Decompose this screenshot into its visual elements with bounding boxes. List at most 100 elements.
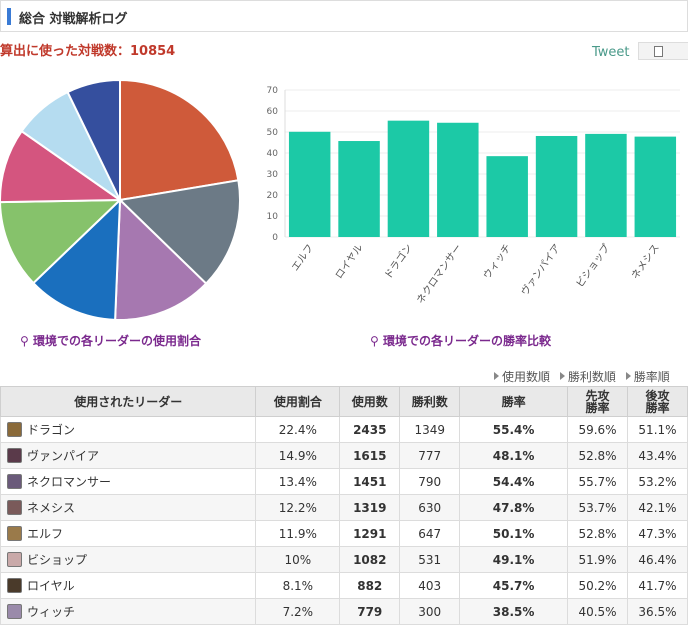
leader-avatar <box>7 422 22 437</box>
first-rate-cell: 51.9% <box>567 546 628 573</box>
leader-name: ドラゴン <box>27 423 76 437</box>
sort-by-rate[interactable]: 勝率順 <box>625 370 670 384</box>
wins-cell: 1349 <box>399 416 461 443</box>
triangle-right-icon <box>559 372 565 380</box>
wins-cell: 300 <box>399 598 461 625</box>
x-tick-label: ネクロマンサー <box>414 242 464 306</box>
x-tick-label: ロイヤル <box>334 242 366 281</box>
share-cell: 11.9% <box>255 520 341 547</box>
triangle-right-icon <box>625 372 631 380</box>
leader-name: ロイヤル <box>27 579 75 593</box>
col-leader: 使用されたリーダー <box>0 386 257 417</box>
bar-1 <box>338 141 380 237</box>
share-cell: 12.2% <box>255 494 341 521</box>
wins-cell: 647 <box>399 520 461 547</box>
table-row: ビショップ 10% 1082 531 49.1% 51.9% 46.4% <box>0 546 688 573</box>
sort-by-uses[interactable]: 使用数順 <box>494 370 550 384</box>
share-cell: 14.9% <box>255 442 341 469</box>
bar-0 <box>288 131 331 237</box>
first-rate-cell: 59.6% <box>567 416 628 443</box>
sort-by-wins[interactable]: 勝利数順 <box>559 370 616 384</box>
y-tick-label: 30 <box>267 170 279 180</box>
leader-name: ヴァンパイア <box>27 449 100 463</box>
y-tick-label: 60 <box>267 107 279 117</box>
rate-cell: 54.4% <box>459 468 569 495</box>
table-row: エルフ 11.9% 1291 647 50.1% 52.8% 47.3% <box>0 520 688 547</box>
y-tick-label: 0 <box>272 233 278 243</box>
leader-avatar <box>7 578 22 593</box>
col-share: 使用割合 <box>255 386 341 417</box>
col-second-rate: 後攻勝率 <box>626 386 688 417</box>
bar-6 <box>585 133 627 237</box>
table-row: ウィッチ 7.2% 779 300 38.5% 40.5% 36.5% <box>0 598 688 625</box>
share-cell: 13.4% <box>255 468 341 495</box>
share-cell: 10% <box>255 546 341 573</box>
uses-cell: 2435 <box>339 416 401 443</box>
pie-slice-7 <box>66 78 121 201</box>
wins-cell: 790 <box>399 468 461 495</box>
leader-cell: エルフ <box>0 520 257 547</box>
table-row: ドラゴン 22.4% 2435 1349 55.4% 59.6% 51.1% <box>0 416 688 443</box>
rate-cell: 47.8% <box>459 494 569 521</box>
pie-slice-4 <box>0 198 123 285</box>
rate-cell: 55.4% <box>459 416 569 443</box>
y-tick-label: 20 <box>267 191 279 201</box>
pie-slice-1 <box>117 179 241 285</box>
col-first-rate: 先攻勝率 <box>567 386 628 417</box>
leader-avatar <box>7 500 22 515</box>
wins-cell: 531 <box>399 546 461 573</box>
share-cell: 8.1% <box>255 572 341 599</box>
second-rate-cell: 53.2% <box>626 468 688 495</box>
leader-cell: ネクロマンサー <box>0 468 257 495</box>
tweet-link[interactable]: Tweet <box>592 45 630 60</box>
pie-slice-3 <box>31 197 122 321</box>
bar-chart: 0 10 20 30 40 50 60 70 エルフ ロイヤル ドラゴン ネクロマンサー ウィッチ ヴァン… <box>267 86 680 306</box>
x-tick-label: ヴァンパイア <box>518 241 563 298</box>
uses-cell: 1451 <box>339 468 401 495</box>
table-row: ヴァンパイア 14.9% 1615 777 48.1% 52.8% 43.4% <box>0 442 688 469</box>
x-tick-label: ドラゴン <box>381 241 415 281</box>
pie-chart <box>0 78 241 321</box>
y-tick-label: 50 <box>267 128 279 138</box>
first-rate-cell: 52.8% <box>567 442 628 469</box>
first-rate-cell: 53.7% <box>567 494 628 521</box>
uses-cell: 1319 <box>339 494 401 521</box>
page-title: 総合 対戦解析ログ <box>19 12 128 27</box>
leader-cell: ウィッチ <box>0 598 257 625</box>
second-rate-cell: 46.4% <box>626 546 688 573</box>
uses-cell: 882 <box>339 572 401 599</box>
leader-name: ネメシス <box>27 501 76 515</box>
rate-cell: 49.1% <box>459 546 569 573</box>
col-wins: 勝利数 <box>399 386 461 417</box>
document-icon <box>654 46 663 57</box>
bar-caption: ⚲ 環境での各リーダーの勝率比較 <box>370 332 551 349</box>
second-rate-cell: 36.5% <box>626 598 688 625</box>
table-header-row: 使用されたリーダー 使用割合 使用数 勝利数 勝率 先攻勝率 後攻勝率 <box>0 386 688 417</box>
second-rate-cell: 51.1% <box>626 416 688 443</box>
table-row: ネクロマンサー 13.4% 1451 790 54.4% 55.7% 53.2% <box>0 468 688 495</box>
pie-slice-2 <box>114 197 208 321</box>
leader-avatar <box>7 448 22 463</box>
pie-slice-0 <box>119 78 240 202</box>
leader-cell: ネメシス <box>0 494 257 521</box>
map-pin-icon: ⚲ <box>20 334 29 348</box>
sort-links: 使用数順 勝利数順 勝率順 <box>488 368 670 385</box>
table-row: ロイヤル 8.1% 882 403 45.7% 50.2% 41.7% <box>0 572 688 599</box>
share-cell: 7.2% <box>255 598 341 625</box>
first-rate-cell: 55.7% <box>567 468 628 495</box>
leader-cell: ビショップ <box>0 546 257 573</box>
leader-cell: ヴァンパイア <box>0 442 257 469</box>
rate-cell: 38.5% <box>459 598 569 625</box>
leader-name: エルフ <box>27 527 64 541</box>
col-uses: 使用数 <box>339 386 401 417</box>
rate-cell: 45.7% <box>459 572 569 599</box>
x-tick-label: ウィッチ <box>481 242 514 282</box>
share-button[interactable] <box>638 42 688 60</box>
leader-name: ビショップ <box>27 553 88 567</box>
second-rate-cell: 47.3% <box>626 520 688 547</box>
y-tick-label: 10 <box>267 212 279 222</box>
pie-caption-text: 環境での各リーダーの使用割合 <box>32 334 201 348</box>
leader-cell: ロイヤル <box>0 572 257 599</box>
uses-cell: 1082 <box>339 546 401 573</box>
second-rate-cell: 43.4% <box>626 442 688 469</box>
